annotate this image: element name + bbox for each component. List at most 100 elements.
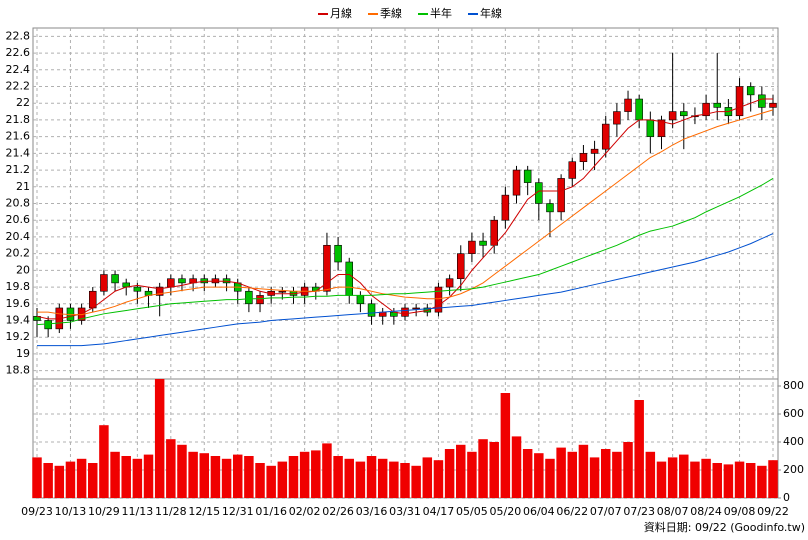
x-tick-label: 06/22 xyxy=(556,505,588,518)
candle-body xyxy=(624,98,632,112)
volume-bar xyxy=(500,393,511,498)
x-tick-label: 09/23 xyxy=(21,505,53,518)
y-tick-label: 19.8 xyxy=(6,280,31,293)
y-tick-label: 22 xyxy=(16,96,30,109)
x-tick-label: 02/26 xyxy=(322,505,354,518)
candle-body xyxy=(490,219,498,246)
volume-bar xyxy=(534,453,544,498)
volume-bar xyxy=(578,444,589,498)
x-tick-label: 09/08 xyxy=(724,505,756,518)
volume-bar xyxy=(567,451,578,498)
candle-body xyxy=(167,278,175,288)
ma-line xyxy=(37,109,774,316)
volume-bar xyxy=(221,458,232,498)
candle-body xyxy=(334,244,342,263)
candle-body xyxy=(367,303,376,317)
volume-bar xyxy=(511,436,522,498)
volume-bar xyxy=(232,454,243,498)
ma-line xyxy=(36,178,774,326)
volume-bar xyxy=(589,457,600,498)
volume-bar xyxy=(154,379,165,498)
x-tick-label: 07/07 xyxy=(590,505,622,518)
y-tick-label: 21 xyxy=(16,180,30,193)
x-tick-label: 03/16 xyxy=(356,505,388,518)
candle-body xyxy=(568,161,577,179)
volume-bar xyxy=(299,451,310,498)
volume-bar xyxy=(88,463,98,498)
volume-bar xyxy=(400,463,410,498)
candle-body xyxy=(601,123,610,150)
volume-bar xyxy=(612,451,622,498)
volume-bar xyxy=(99,425,109,498)
y-tick-label: 20.2 xyxy=(6,247,31,260)
candle-body xyxy=(100,274,108,292)
candle-body xyxy=(635,98,643,121)
candle-body xyxy=(155,286,164,296)
volume-bar xyxy=(188,451,198,498)
volume-bar xyxy=(467,451,477,498)
volume-bar xyxy=(701,458,711,498)
legend-label: 季線 xyxy=(380,6,402,20)
volume-bar xyxy=(656,461,667,498)
volume-bar xyxy=(76,458,87,498)
x-tick-label: 11/13 xyxy=(122,505,154,518)
candle-body xyxy=(713,102,721,108)
y-tick-label: 22.6 xyxy=(6,46,31,59)
footnote: 資料日期: 09/22 (Goodinfo.tw) xyxy=(644,520,805,534)
x-tick-label: 02/02 xyxy=(289,505,321,518)
x-tick-label: 04/17 xyxy=(423,505,455,518)
volume-bar xyxy=(545,458,555,498)
volume-bar xyxy=(143,454,154,498)
candle-body xyxy=(468,240,476,254)
candle-body xyxy=(680,111,688,117)
y-tick-label: 21.2 xyxy=(6,163,31,176)
candle-body xyxy=(401,307,409,317)
y-tick-label: 20.8 xyxy=(6,197,31,210)
volume-bar xyxy=(311,450,321,498)
volume-bar xyxy=(244,456,254,498)
volume-bar xyxy=(355,461,366,498)
volume-bar xyxy=(723,464,734,498)
volume-bar xyxy=(210,456,221,498)
x-tick-label: 08/24 xyxy=(690,505,722,518)
y-tick-label: 21.4 xyxy=(6,146,31,159)
y-tick-label: 21.8 xyxy=(6,113,31,126)
candle-body xyxy=(133,286,142,292)
volume-bar xyxy=(600,449,611,498)
volume-bar xyxy=(456,444,466,498)
ma-line xyxy=(37,233,774,347)
volume-bar xyxy=(478,439,488,498)
volume-bar xyxy=(344,458,354,498)
candle-body xyxy=(735,86,744,117)
candle-body xyxy=(412,307,420,310)
x-tick-label: 10/13 xyxy=(55,505,87,518)
x-tick-label: 01/16 xyxy=(255,505,287,518)
x-tick-label: 03/31 xyxy=(389,505,421,518)
volume-bar xyxy=(54,465,65,498)
candle-body xyxy=(44,320,52,330)
candle-body xyxy=(646,119,655,137)
legend-label: 年線 xyxy=(480,6,502,20)
volume-bar xyxy=(422,457,433,498)
y-tick-label: 19 xyxy=(16,347,30,360)
candle-body xyxy=(746,86,755,96)
x-tick-label: 06/04 xyxy=(523,505,555,518)
volume-bar xyxy=(266,465,276,498)
candle-body xyxy=(668,111,677,121)
volume-bar xyxy=(389,461,399,498)
volume-bar xyxy=(556,447,566,498)
candle-body xyxy=(256,295,264,305)
candle-body xyxy=(89,290,97,309)
volume-bar xyxy=(433,460,444,498)
x-tick-label: 12/15 xyxy=(188,505,220,518)
volume-bar xyxy=(645,451,656,498)
legend-label: 月線 xyxy=(330,6,352,20)
volume-bar xyxy=(65,461,76,498)
candle-body xyxy=(512,169,521,196)
y-tick-label: 22.4 xyxy=(6,63,31,76)
volume-bar xyxy=(690,461,700,498)
y-tick-label: 20.6 xyxy=(6,213,31,226)
volume-bar xyxy=(132,458,143,498)
x-tick-label: 05/05 xyxy=(456,505,488,518)
candle-body xyxy=(613,111,621,125)
